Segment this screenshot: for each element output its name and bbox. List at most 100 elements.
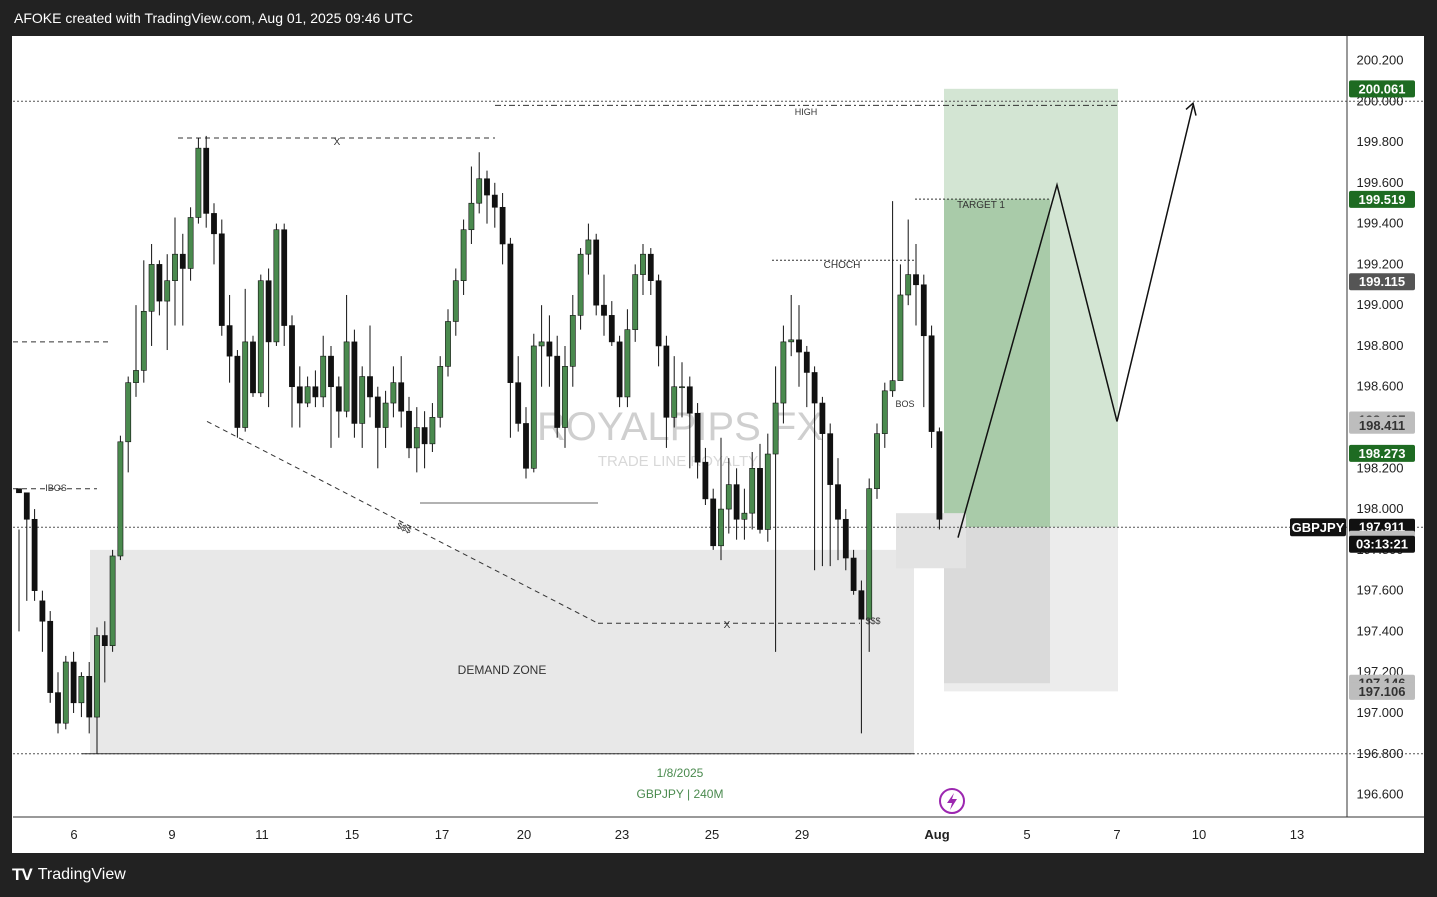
candle-body: [289, 325, 295, 388]
candle: [273, 223, 280, 346]
candle-body: [850, 557, 857, 591]
x-tick-label: 7: [1113, 827, 1120, 842]
candle-body: [413, 427, 420, 449]
x-tick-label: 10: [1192, 827, 1206, 842]
candle-body: [250, 341, 256, 394]
countdown-label: 03:13:21: [1356, 537, 1408, 552]
candle-body: [772, 402, 779, 455]
candle: [686, 376, 693, 469]
candle-body: [156, 264, 163, 302]
candle: [31, 509, 38, 601]
candle: [866, 478, 873, 652]
price-tag-label: 197.106: [1359, 684, 1406, 699]
interval-label: GBPJPY | 240M: [637, 787, 724, 801]
candle-body: [437, 366, 444, 418]
candle: [460, 219, 467, 295]
tradingview-brand[interactable]: TV TradingView: [12, 865, 126, 885]
candle-body: [406, 410, 412, 449]
price-tag: 198.273: [1349, 444, 1415, 462]
y-tick-label: 198.200: [1357, 460, 1404, 475]
candle: [250, 335, 256, 397]
candle: [530, 333, 537, 473]
price-tags-layer: 200.061199.519199.115198.437198.411198.2…: [1290, 80, 1415, 700]
demand-zone-box: [90, 549, 914, 754]
candle: [328, 345, 334, 448]
symbol-tag-bg: [1290, 518, 1346, 537]
candle: [819, 396, 826, 567]
annotation-high: HIGH: [795, 107, 818, 117]
price-tag-bg: [1349, 80, 1415, 98]
profit-zone-inner: [944, 199, 1050, 528]
candle-body: [811, 372, 818, 404]
candle: [195, 137, 202, 224]
candle-body: [468, 202, 475, 231]
candle-body: [905, 274, 912, 296]
candle: [842, 509, 849, 571]
x-tick-label: 13: [1290, 827, 1304, 842]
x-tick-label: 23: [615, 827, 629, 842]
candle: [803, 345, 810, 408]
candle: [179, 233, 186, 326]
sss-trendline: [206, 420, 599, 624]
candle-body: [663, 345, 670, 418]
candle-body: [148, 264, 155, 312]
lightning-icon[interactable]: [939, 788, 965, 814]
candle-body: [218, 233, 225, 326]
candle: [780, 325, 787, 424]
candle-body: [234, 355, 241, 428]
candle: [569, 294, 576, 387]
candle: [140, 260, 147, 383]
candle: [296, 366, 303, 428]
candle-body: [624, 329, 631, 398]
candle-body: [788, 339, 795, 343]
candle-body: [359, 376, 366, 424]
price-tag-label: 200.061: [1359, 81, 1406, 96]
y-tick-label: 196.800: [1357, 746, 1404, 761]
candle-body: [577, 253, 584, 316]
candle: [320, 335, 327, 408]
candle-body: [117, 441, 124, 557]
candle: [523, 407, 529, 479]
candle-body: [16, 488, 22, 494]
candle-body: [585, 239, 592, 255]
candle: [835, 458, 841, 561]
candle: [811, 366, 818, 571]
candle: [850, 549, 857, 595]
candle: [257, 274, 264, 397]
watermark-main: ROYALPIPS FX: [537, 405, 823, 449]
candles-layer: [16, 135, 943, 754]
candle: [554, 335, 561, 438]
price-tag: 199.115: [1349, 273, 1415, 291]
candle: [468, 166, 475, 244]
candle-body: [920, 284, 927, 337]
candle-body: [429, 417, 436, 445]
candle: [733, 468, 740, 540]
candle: [187, 207, 194, 281]
x-tick-label: Aug: [924, 827, 949, 842]
price-tag-label: 199.115: [1359, 274, 1405, 289]
candle-body: [164, 280, 171, 302]
candle-body: [257, 280, 264, 394]
candle: [203, 135, 210, 228]
candle: [16, 488, 22, 632]
candle-body: [273, 229, 280, 343]
candle: [117, 435, 124, 561]
price-tag: 197.106: [1349, 682, 1415, 700]
y-tick-label: 199.800: [1357, 134, 1404, 149]
candle-body: [421, 427, 428, 445]
candle-body: [195, 147, 202, 218]
x-tick-label: 9: [168, 827, 175, 842]
candle-body: [733, 484, 740, 520]
candle-body: [242, 341, 249, 428]
annotation-bos: BOS: [895, 399, 914, 409]
candle: [936, 427, 943, 530]
candle-body: [86, 675, 93, 718]
price-tag: 198.411: [1349, 416, 1415, 434]
annotation-x-1: X: [334, 137, 341, 148]
candle: [156, 260, 163, 316]
candle: [827, 423, 834, 567]
candle: [601, 274, 607, 336]
candle: [413, 407, 420, 473]
y-tick-label: 197.000: [1357, 705, 1404, 720]
